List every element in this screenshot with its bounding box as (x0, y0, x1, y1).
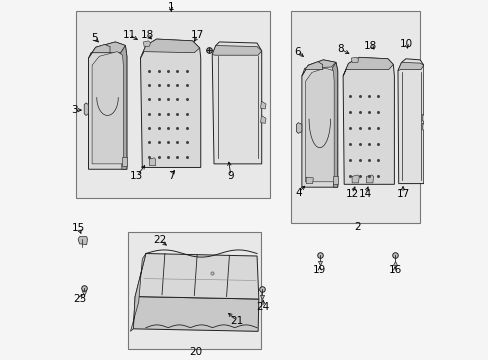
Polygon shape (260, 116, 265, 123)
Polygon shape (88, 42, 126, 169)
Polygon shape (121, 45, 126, 169)
Polygon shape (122, 157, 126, 166)
Polygon shape (84, 103, 88, 116)
Text: 11: 11 (122, 30, 135, 40)
Text: 24: 24 (256, 302, 269, 312)
Text: 23: 23 (73, 294, 86, 304)
Polygon shape (305, 177, 313, 184)
Polygon shape (149, 158, 155, 166)
Polygon shape (304, 62, 322, 69)
Polygon shape (78, 237, 87, 244)
Polygon shape (351, 57, 358, 62)
Text: 4: 4 (294, 188, 301, 198)
Bar (290, 12, 419, 223)
Text: 9: 9 (227, 171, 234, 181)
Polygon shape (140, 39, 199, 58)
Text: 1: 1 (167, 2, 174, 12)
Polygon shape (135, 253, 258, 299)
Polygon shape (397, 62, 423, 71)
Polygon shape (212, 45, 261, 55)
Polygon shape (397, 59, 423, 184)
Polygon shape (143, 41, 150, 46)
Text: 19: 19 (312, 265, 326, 275)
Text: 21: 21 (229, 316, 243, 325)
Text: 2: 2 (353, 222, 360, 232)
Polygon shape (133, 297, 258, 331)
Polygon shape (332, 62, 337, 187)
Polygon shape (366, 175, 373, 183)
Polygon shape (92, 51, 123, 164)
Polygon shape (351, 175, 359, 183)
Polygon shape (140, 39, 201, 167)
Text: 12: 12 (345, 189, 358, 199)
Polygon shape (422, 114, 425, 122)
Polygon shape (343, 57, 392, 76)
Polygon shape (212, 42, 261, 164)
Polygon shape (130, 253, 145, 331)
Text: 17: 17 (396, 189, 409, 199)
Polygon shape (343, 57, 394, 184)
Text: 16: 16 (387, 265, 401, 275)
Polygon shape (260, 101, 265, 109)
Text: 14: 14 (358, 189, 371, 199)
Text: 3: 3 (71, 105, 77, 115)
Text: 7: 7 (167, 171, 174, 181)
Polygon shape (422, 123, 425, 131)
Bar (128, 232, 260, 348)
Polygon shape (301, 60, 335, 76)
Text: 10: 10 (399, 40, 412, 49)
Polygon shape (333, 176, 338, 184)
Text: 22: 22 (153, 235, 166, 245)
Text: 18: 18 (364, 41, 377, 50)
Text: 13: 13 (130, 171, 143, 181)
Text: 15: 15 (72, 224, 85, 233)
Polygon shape (133, 253, 258, 331)
Polygon shape (88, 42, 125, 58)
Text: 5: 5 (91, 33, 98, 43)
Text: 8: 8 (337, 44, 343, 54)
Text: 6: 6 (294, 47, 300, 57)
Polygon shape (92, 44, 110, 53)
Text: 17: 17 (191, 30, 204, 40)
Bar (76, 12, 269, 198)
Polygon shape (305, 68, 333, 182)
Polygon shape (296, 123, 301, 134)
Text: 20: 20 (189, 347, 202, 357)
Polygon shape (301, 60, 337, 187)
Text: 18: 18 (140, 30, 153, 40)
